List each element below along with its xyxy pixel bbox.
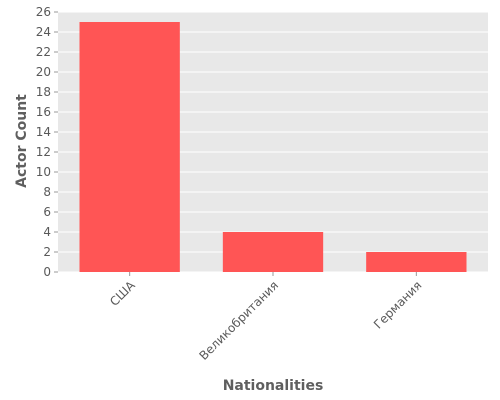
y-tick-label: 18 <box>36 85 51 99</box>
y-tick-label: 20 <box>36 65 51 79</box>
y-tick-label: 26 <box>36 5 51 19</box>
y-tick-label: 4 <box>43 225 51 239</box>
bar <box>366 252 467 272</box>
x-tick-label: Германия <box>371 278 424 331</box>
y-tick-label: 14 <box>36 125 51 139</box>
y-tick-label: 24 <box>36 25 51 39</box>
y-tick-label: 2 <box>43 245 51 259</box>
bar <box>79 22 180 272</box>
y-tick-label: 12 <box>36 145 51 159</box>
bars <box>79 22 467 272</box>
y-axis-title: Actor Count <box>14 94 30 188</box>
y-tick-label: 6 <box>43 205 51 219</box>
y-tick-label: 22 <box>36 45 51 59</box>
y-tick-label: 16 <box>36 105 51 119</box>
x-axis-title: Nationalities <box>223 378 324 394</box>
y-tick-label: 10 <box>36 165 51 179</box>
x-tick-label: США <box>107 278 138 309</box>
x-tick-label: Великобритания <box>196 278 281 363</box>
x-axis-ticks: США Великобритания Германия <box>107 272 424 363</box>
y-tick-label: 0 <box>43 265 51 279</box>
bar <box>222 232 324 272</box>
y-tick-label: 8 <box>43 185 51 199</box>
